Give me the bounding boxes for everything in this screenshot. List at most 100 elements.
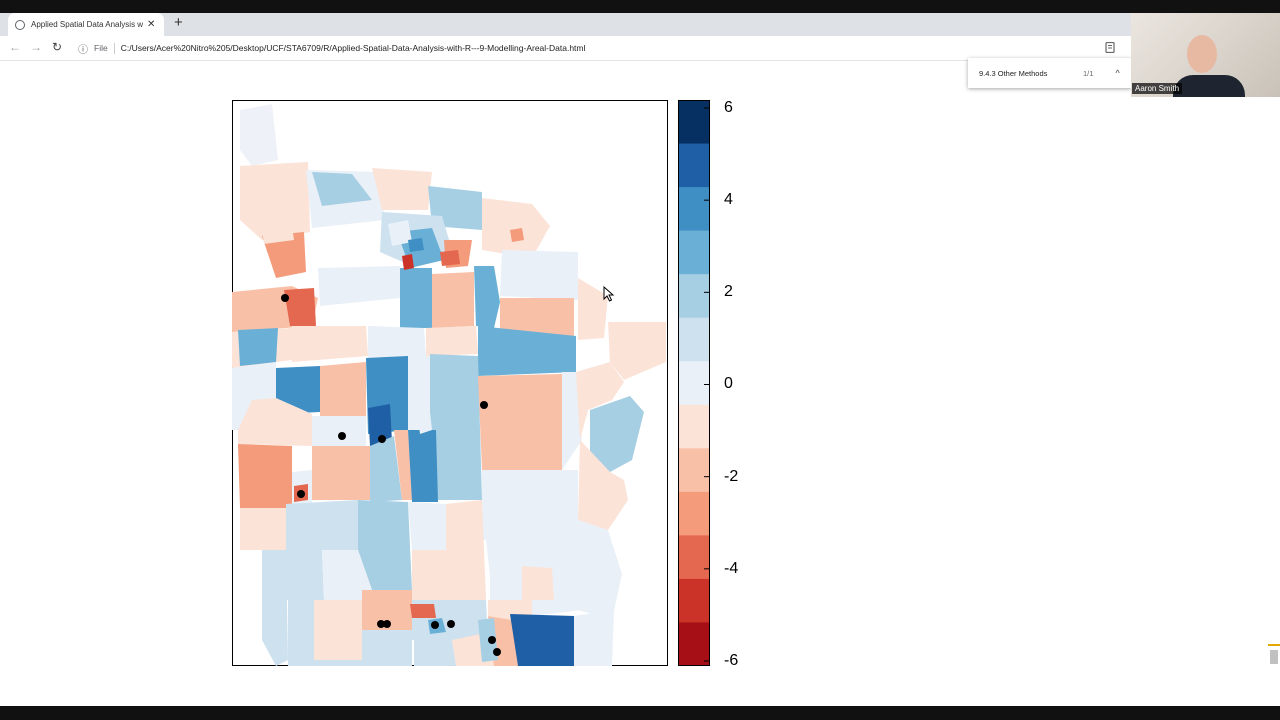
point-marker (281, 294, 289, 302)
region (426, 326, 478, 356)
region (410, 604, 436, 618)
find-bar: 9.4.3 Other Methods 1/1 ^ (968, 58, 1132, 88)
presenter-head (1187, 35, 1217, 73)
region (432, 272, 474, 328)
legend-colorbar (678, 100, 710, 666)
point-marker (338, 432, 346, 440)
region (574, 610, 614, 666)
region (478, 326, 576, 376)
browser-tab[interactable]: Applied Spatial Data Analysis wi ✕ (8, 13, 164, 36)
point-marker (480, 401, 488, 409)
region (314, 600, 362, 660)
omnibox[interactable]: ⓘ File C:/Users/Acer%20Nitro%205/Desktop… (74, 39, 1124, 57)
region (394, 430, 412, 500)
legend-swatch (678, 361, 710, 406)
legend-frame (678, 100, 710, 666)
region (482, 198, 550, 258)
window-top-edge (0, 0, 1280, 13)
region (312, 416, 366, 446)
region (362, 590, 412, 630)
find-input[interactable]: 9.4.3 Other Methods (979, 68, 1048, 78)
legend-swatch (678, 491, 710, 536)
new-tab-button[interactable]: + (174, 14, 183, 31)
reload-icon[interactable]: ↻ (52, 40, 63, 54)
find-count: 1/1 (1083, 68, 1094, 78)
region (562, 372, 582, 470)
legend-swatch (678, 535, 710, 580)
legend-swatch (678, 317, 710, 362)
legend-tick-label: 6 (724, 99, 733, 116)
region (590, 396, 644, 472)
point-marker (297, 490, 305, 498)
region (510, 228, 524, 242)
region (578, 278, 608, 340)
close-icon[interactable]: ✕ (147, 19, 156, 30)
region (262, 226, 294, 244)
region (500, 250, 578, 300)
chevron-up-icon[interactable]: ^ (1115, 68, 1120, 78)
omnibox-divider (113, 42, 115, 54)
address-bar: ← → ↻ ⓘ File C:/Users/Acer%20Nitro%205/D… (0, 36, 1280, 61)
legend-swatch (678, 143, 710, 188)
legend-swatch (678, 100, 710, 145)
region (312, 172, 372, 206)
region (284, 288, 316, 326)
legend-tick-label: 2 (724, 283, 733, 300)
presenter-body (1173, 75, 1245, 97)
tab-strip: Applied Spatial Data Analysis wi ✕ + (0, 13, 1280, 36)
mouse-cursor-icon (603, 286, 615, 302)
region (408, 430, 438, 502)
region (286, 550, 324, 600)
map-regions (232, 104, 666, 666)
back-icon[interactable]: ← (9, 40, 21, 54)
scrollbar-thumb[interactable] (1270, 650, 1278, 664)
globe-icon (15, 19, 25, 30)
point-marker (383, 620, 391, 628)
region (240, 162, 310, 240)
region (368, 404, 392, 446)
url-text[interactable]: C:/Users/Acer%20Nitro%205/Desktop/UCF/ST… (120, 43, 586, 53)
point-marker (447, 620, 455, 628)
choropleth-map (232, 100, 668, 666)
forward-icon[interactable]: → (30, 40, 42, 54)
legend-tick-label: -6 (724, 652, 739, 669)
point-marker (493, 648, 501, 656)
region (474, 266, 500, 328)
document-icon[interactable] (1105, 42, 1116, 53)
legend-tick-label: 0 (724, 375, 733, 392)
legend-swatch (678, 404, 710, 449)
region (522, 566, 554, 600)
webcam-overlay: Aaron Smith (1131, 13, 1280, 97)
region (576, 362, 624, 440)
legend-swatch (678, 622, 710, 666)
region (500, 298, 574, 340)
region (372, 168, 432, 210)
info-icon[interactable]: ⓘ (78, 44, 88, 56)
region (358, 500, 412, 590)
region (414, 640, 456, 666)
region (482, 470, 578, 540)
region (408, 238, 424, 252)
region (430, 354, 482, 500)
region (402, 254, 414, 270)
legend-tick-label: 4 (724, 191, 733, 208)
page-scrollbar[interactable] (1268, 100, 1280, 706)
tab-title: Applied Spatial Data Analysis wi (31, 20, 143, 29)
region (320, 362, 366, 418)
region (418, 412, 432, 434)
region (408, 502, 446, 550)
region (446, 500, 486, 600)
region (370, 436, 402, 502)
region (400, 268, 432, 328)
region (262, 550, 288, 666)
region (286, 500, 358, 550)
legend-swatch (678, 274, 710, 319)
legend-swatch (678, 448, 710, 493)
region (322, 550, 372, 600)
point-marker (488, 636, 496, 644)
region (238, 444, 292, 508)
region (388, 220, 412, 246)
region (478, 374, 562, 470)
region (238, 398, 312, 446)
